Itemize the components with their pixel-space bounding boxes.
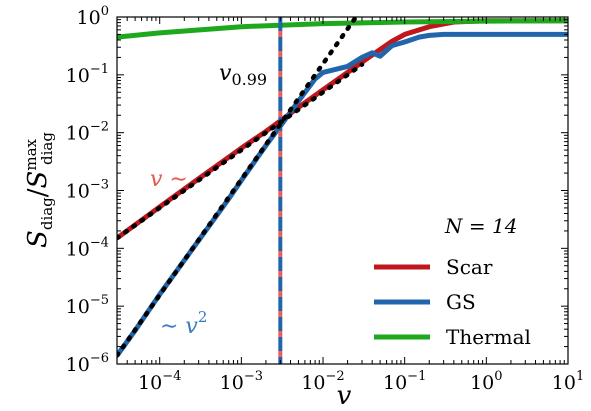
legend-label-scar: Scar	[446, 255, 493, 279]
svg-text:v0.99: v0.99	[219, 61, 267, 89]
x-tick-label: 101	[552, 369, 584, 394]
fit-layer	[117, 17, 365, 358]
legend-label-thermal: Thermal	[446, 325, 531, 349]
svg-text:v ∼: v ∼	[150, 167, 188, 192]
svg-text:∼ v2: ∼ v2	[160, 308, 207, 339]
legend-label-gs: GS	[446, 290, 476, 314]
v099-annotation: v0.99	[219, 61, 267, 89]
y-tick-label: 10−2	[66, 120, 109, 145]
fit-line-linear	[117, 62, 365, 241]
y-tick-label: 10−1	[66, 62, 109, 87]
x-axis-label: v	[337, 381, 352, 411]
x-tick-label: 10−1	[383, 369, 426, 394]
y-tick-label: 100	[77, 4, 109, 29]
y-tick-label: 10−6	[66, 351, 109, 376]
y-axis-label: Sdiag/Smaxdiag	[22, 132, 56, 248]
x-tick-label: 10−4	[138, 369, 181, 394]
legend-entry-gs: GS	[374, 290, 476, 314]
y-tick-label: 10−5	[66, 293, 109, 318]
legend: N = 14 Scar GS Thermal	[374, 214, 531, 349]
tick-layer: 10−4 10−3 10−2 10−1 100 101 10−6 10−5 10−4 10−3 10…	[66, 4, 585, 394]
quadratic-fit-annotation: ∼ v2	[160, 308, 207, 339]
legend-entry-thermal: Thermal	[374, 325, 531, 349]
series-line-scar	[117, 18, 568, 241]
series-line-gs	[117, 31, 568, 357]
x-tick-label: 10−2	[301, 369, 344, 394]
linear-fit-annotation: v ∼	[150, 167, 188, 192]
svg-text:Sdiag/Smaxdiag: Sdiag/Smaxdiag	[22, 132, 56, 248]
legend-title: N = 14	[444, 214, 517, 238]
y-tick-label: 10−4	[66, 235, 109, 260]
x-tick-label: 100	[470, 369, 502, 394]
legend-entry-scar: Scar	[374, 255, 493, 279]
fit-line-quadratic	[117, 17, 359, 358]
x-tick-label: 10−3	[220, 369, 263, 394]
y-tick-label: 10−3	[66, 178, 109, 203]
